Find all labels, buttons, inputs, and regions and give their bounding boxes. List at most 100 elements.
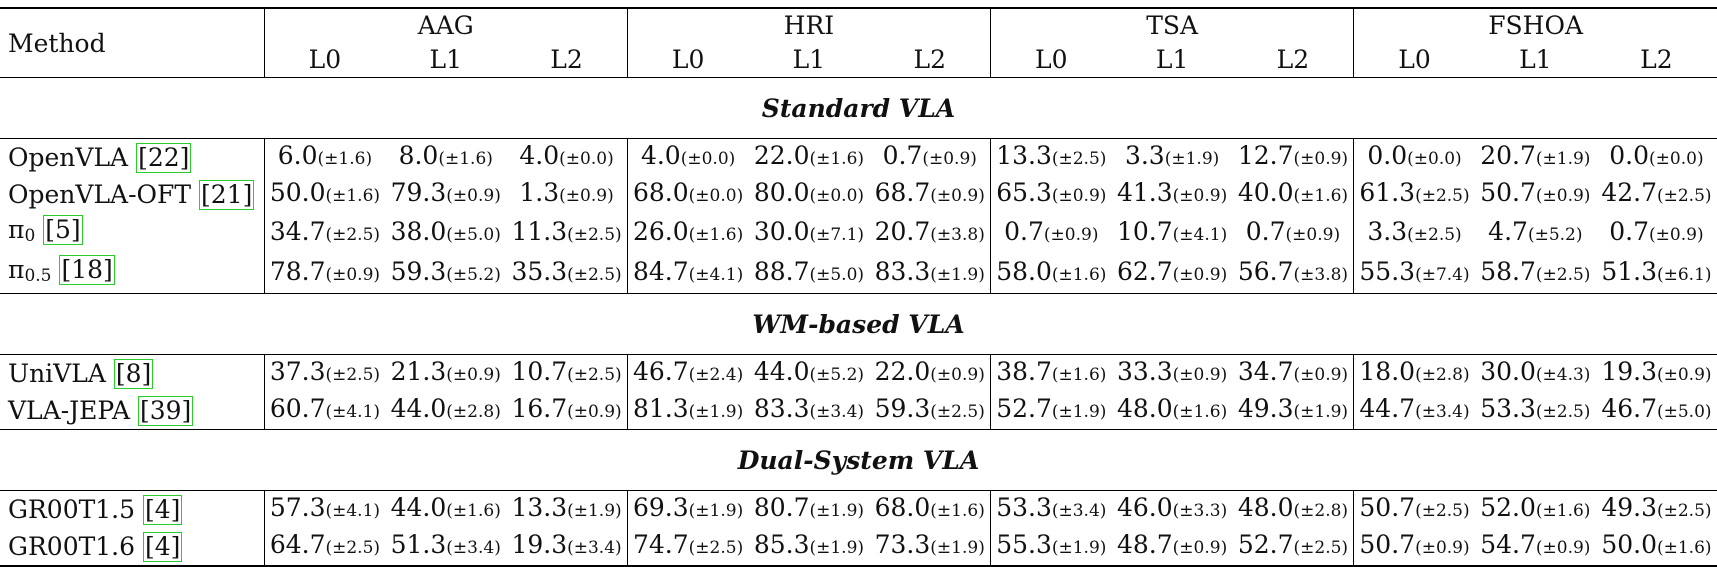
value-cell: 50.7(±0.9)	[1475, 176, 1596, 213]
value-cell: 3.3(±1.9)	[1111, 138, 1233, 176]
mean-value: 68.0	[874, 493, 931, 522]
std-value: (±0.9)	[1293, 365, 1349, 385]
mean-value: 8.0	[398, 141, 439, 170]
std-value: (±1.6)	[1656, 538, 1712, 558]
mean-value: 44.0	[753, 357, 810, 386]
method-subscript: 0.5	[24, 266, 52, 286]
table-row: OpenVLA-OFT [21] 50.0(±1.6) 79.3(±0.9) 1.3(…	[0, 176, 1717, 213]
value-cell: 68.0(±1.6)	[869, 490, 991, 528]
std-value: (±5.2)	[809, 365, 865, 385]
citation-link[interactable]: [21]	[199, 179, 255, 210]
value-cell: 68.7(±0.9)	[869, 176, 990, 213]
value-cell: 44.0(±2.8)	[385, 392, 506, 430]
std-value: (±2.5)	[1656, 186, 1712, 206]
method-name: GR00T1.5	[8, 494, 136, 524]
group-header-row: Method AAG HRI TSA FSHOA	[0, 8, 1717, 58]
std-value: (±0.9)	[1656, 365, 1712, 385]
citation-link[interactable]: [22]	[136, 142, 192, 173]
value-cell: 68.0(±0.0)	[626, 176, 749, 213]
mean-value: 44.0	[390, 394, 447, 423]
mean-value: 4.0	[640, 141, 681, 170]
std-value: (±2.8)	[1415, 365, 1470, 385]
value-cell: 12.7(±0.9)	[1232, 138, 1354, 176]
mean-value: 46.7	[633, 357, 689, 386]
mean-value: 51.3	[1601, 256, 1657, 286]
std-value: (±1.9)	[1051, 402, 1107, 422]
std-value: (±4.1)	[325, 501, 381, 521]
value-cell: 41.3(±0.9)	[1112, 176, 1233, 213]
std-value: (±2.5)	[567, 264, 622, 285]
value-cell: 51.3(±6.1)	[1596, 253, 1717, 294]
mean-value: 56.7	[1237, 256, 1294, 286]
std-value: (±2.5)	[567, 365, 622, 385]
value-cell: 4.7(±5.2)	[1475, 213, 1596, 253]
method-cell: UniVLA [8]	[0, 354, 265, 392]
std-value: (±1.6)	[1051, 365, 1107, 385]
citation-link[interactable]: [5]	[43, 215, 83, 245]
mean-value: 50.0	[269, 178, 326, 207]
mean-value: 18.0	[1359, 357, 1416, 386]
citation-link[interactable]: [4]	[143, 494, 183, 525]
std-value: (±2.5)	[325, 224, 381, 245]
mean-value: 3.3	[1367, 216, 1408, 246]
value-cell: 65.3(±0.9)	[990, 176, 1112, 213]
std-value: (±1.9)	[930, 538, 985, 558]
value-cell: 59.3(±2.5)	[869, 392, 990, 430]
citation-link[interactable]: [4]	[143, 531, 183, 562]
mean-value: 68.7	[874, 178, 931, 207]
std-value: (±3.8)	[930, 224, 985, 245]
mean-value: 88.7	[753, 256, 810, 286]
mean-value: 58.0	[996, 256, 1052, 286]
std-value: (±2.5)	[1051, 149, 1107, 169]
value-cell: 38.7(±1.6)	[990, 354, 1112, 392]
std-value: (±1.9)	[1535, 149, 1591, 169]
std-value: (±0.9)	[1172, 186, 1228, 206]
std-value: (±5.2)	[446, 264, 501, 285]
value-cell: 59.3(±5.2)	[385, 253, 506, 294]
mean-value: 69.3	[633, 493, 689, 522]
std-value: (±3.4)	[809, 402, 865, 422]
value-cell: 60.7(±4.1)	[263, 392, 386, 430]
value-cell: 22.0(±0.9)	[869, 354, 991, 392]
mean-value: 19.3	[511, 530, 568, 559]
std-value: (±0.9)	[446, 365, 501, 385]
mean-value: 80.0	[753, 178, 810, 207]
value-cell: 26.0(±1.6)	[626, 213, 749, 253]
mean-value: 46.7	[1601, 394, 1657, 423]
value-cell: 0.7(±0.9)	[990, 213, 1112, 253]
std-value: (±2.5)	[1293, 538, 1349, 558]
std-value: (±0.9)	[1415, 538, 1470, 558]
mean-value: 34.7	[1237, 357, 1294, 386]
citation-number: 4	[154, 531, 171, 561]
value-cell: 10.7(±4.1)	[1112, 213, 1233, 253]
value-cell: 42.7(±2.5)	[1596, 176, 1717, 213]
mean-value: 10.7	[1117, 216, 1173, 246]
mean-value: 59.3	[874, 394, 931, 423]
std-value: (±1.9)	[1051, 538, 1107, 558]
citation-number: 18	[71, 255, 104, 284]
std-value: (±1.6)	[438, 149, 493, 169]
mean-value: 3.3	[1124, 141, 1165, 170]
std-value: (±4.1)	[688, 264, 744, 285]
mean-value: 21.3	[390, 357, 447, 386]
mean-value: 53.3	[996, 493, 1052, 522]
value-cell: 56.7(±3.8)	[1233, 253, 1354, 294]
value-cell: 18.0(±2.8)	[1353, 354, 1475, 392]
value-cell: 80.7(±1.9)	[748, 490, 870, 528]
citation-link[interactable]: [8]	[113, 358, 154, 389]
value-cell: 40.0(±1.6)	[1233, 176, 1354, 213]
std-value: (±1.6)	[446, 501, 501, 521]
value-cell: 51.3(±3.4)	[385, 528, 506, 566]
std-value: (±1.6)	[930, 501, 985, 521]
level-header: L0	[263, 43, 386, 78]
table-body: Standard VLA OpenVLA [22] 6.0(±1.6) 8.0(±1.…	[0, 77, 1717, 566]
group-header: TSA	[990, 8, 1354, 43]
citation-link[interactable]: [18]	[59, 255, 115, 285]
method-name: OpenVLA	[8, 142, 129, 172]
mean-value: 35.3	[511, 256, 568, 286]
mean-value: 40.0	[1237, 178, 1294, 207]
citation-link[interactable]: [39]	[137, 395, 194, 426]
mean-value: 11.3	[511, 216, 568, 246]
mean-value: 13.3	[996, 141, 1052, 170]
method-cell: OpenVLA-OFT [21]	[0, 176, 264, 213]
